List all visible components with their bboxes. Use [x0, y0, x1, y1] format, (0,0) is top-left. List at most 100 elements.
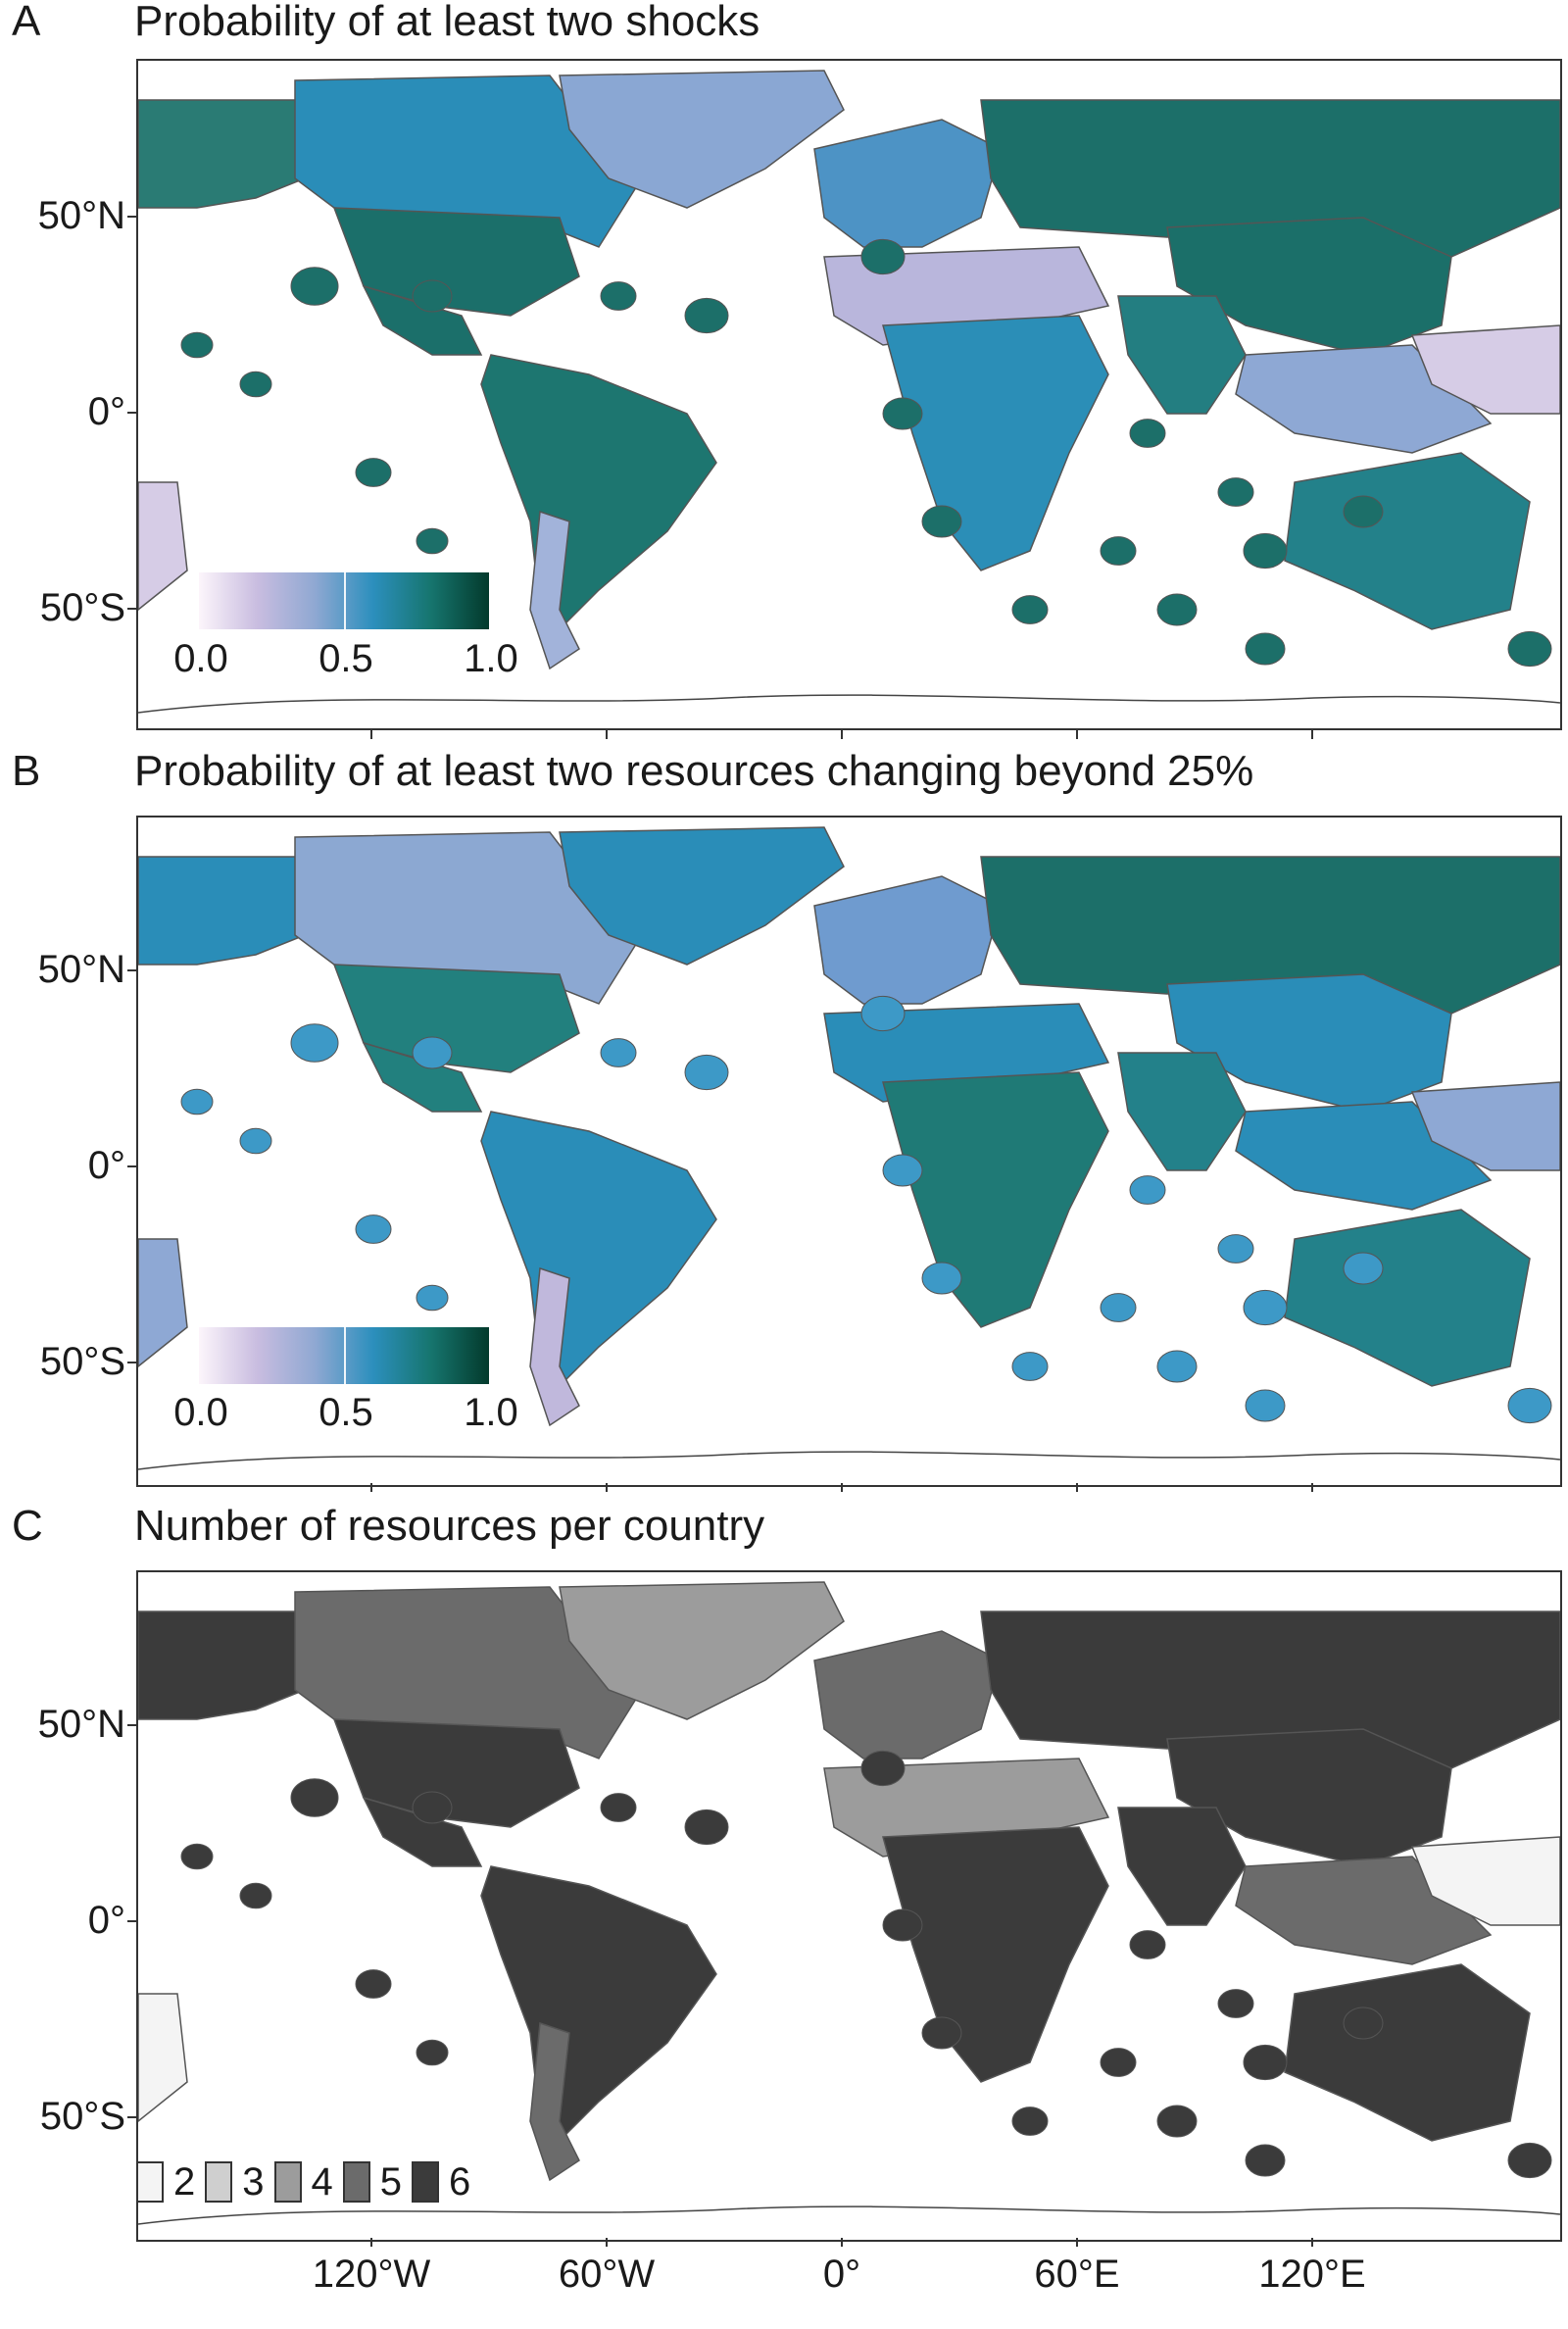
region-africa — [882, 315, 1109, 571]
island-eez — [1507, 2142, 1552, 2179]
region-pacific-light — [138, 481, 188, 611]
panel-letter: A — [12, 0, 41, 45]
axis-tick — [127, 216, 136, 218]
island-eez — [180, 1088, 214, 1115]
island-eez — [1100, 1293, 1137, 1322]
island-eez — [1243, 532, 1288, 570]
lon-label: 60°E — [1034, 2253, 1120, 2296]
island-eez — [1343, 495, 1384, 528]
island-eez — [1011, 595, 1049, 624]
island-eez — [882, 397, 923, 430]
axis-tick — [127, 1362, 136, 1363]
axis-tick — [127, 412, 136, 414]
island-eez — [600, 1793, 637, 1822]
region-south-america — [480, 1111, 717, 1388]
island-eez — [290, 1778, 339, 1817]
axis-tick — [370, 1483, 372, 1492]
island-eez — [1129, 419, 1166, 448]
island-eez — [882, 1908, 923, 1942]
region-europe — [813, 119, 1002, 248]
region-usa — [362, 1796, 483, 1867]
lat-label: 50°N — [37, 948, 125, 991]
island-eez — [1217, 1234, 1254, 1264]
region-africa — [882, 1071, 1109, 1328]
axis-tick — [606, 2238, 608, 2247]
region-patagonia — [529, 1266, 580, 1427]
island-eez — [860, 995, 906, 1032]
lat-label: 50°N — [37, 194, 125, 237]
region-china — [1166, 973, 1452, 1113]
axis-tick — [127, 2116, 136, 2118]
region-alaska — [138, 856, 306, 966]
colorbar — [199, 1327, 489, 1384]
colorbar — [199, 572, 489, 629]
legend-swatch — [205, 2161, 233, 2203]
axis-tick — [127, 1920, 136, 1922]
axis-tick — [1311, 2238, 1313, 2247]
lon-label: 120°E — [1258, 2253, 1366, 2296]
antarctica-coastline — [138, 1451, 1560, 1470]
island-eez — [412, 1791, 453, 1824]
panel-letter: B — [12, 747, 41, 795]
island-eez — [860, 1750, 906, 1787]
axis-tick — [1076, 730, 1078, 739]
region-patagonia — [529, 2021, 580, 2182]
axis-tick — [841, 730, 843, 739]
legend-swatch — [273, 2161, 302, 2203]
legend-label: 0.0 — [173, 637, 228, 680]
island-eez — [355, 1969, 392, 1999]
lat-label: 0° — [87, 390, 125, 433]
legend-label: 0.5 — [318, 1391, 373, 1434]
island-eez — [239, 1882, 272, 1909]
region-india — [1117, 1807, 1247, 1926]
axis-tick — [606, 1483, 608, 1492]
world-map — [138, 1581, 1560, 2225]
legend-swatch — [136, 2161, 164, 2203]
antarctica-coastline — [138, 2205, 1560, 2225]
axis-tick — [127, 608, 136, 610]
island-eez — [921, 505, 962, 538]
island-eez — [684, 1054, 729, 1091]
island-eez — [239, 371, 272, 398]
island-eez — [239, 1127, 272, 1155]
legend-label: 0.5 — [318, 637, 373, 680]
island-eez — [412, 279, 453, 313]
island-eez — [1343, 2007, 1384, 2040]
lon-label: 120°W — [312, 2253, 431, 2296]
region-greenland — [559, 826, 845, 966]
region-usa — [362, 284, 483, 356]
island-eez — [921, 1262, 962, 1295]
axis-tick — [370, 730, 372, 739]
island-eez — [1507, 630, 1552, 668]
axis-tick — [606, 730, 608, 739]
axis-tick — [841, 2238, 843, 2247]
island-eez — [290, 1023, 339, 1063]
region-australia — [1284, 1963, 1531, 2142]
legend-label: 5 — [379, 2160, 402, 2204]
region-greenland — [559, 1581, 845, 1720]
island-eez — [1343, 1252, 1384, 1285]
axis-tick — [127, 1724, 136, 1726]
axis-tick — [127, 969, 136, 971]
region-usa — [362, 1041, 483, 1113]
island-eez — [412, 1036, 453, 1069]
region-india — [1117, 295, 1247, 415]
island-eez — [882, 1154, 923, 1187]
lat-label: 50°S — [39, 586, 125, 629]
region-south-america — [480, 1865, 717, 2143]
region-patagonia — [529, 510, 580, 670]
region-pacific-light — [1410, 1836, 1560, 1926]
axis-tick — [1311, 730, 1313, 739]
region-china — [1166, 217, 1452, 356]
island-eez — [1156, 1350, 1198, 1383]
island-eez — [1217, 477, 1254, 507]
lat-label: 50°N — [37, 1703, 125, 1746]
region-pacific-light — [138, 1238, 188, 1367]
legend-label: 1.0 — [464, 1391, 518, 1434]
lat-label: 0° — [87, 1899, 125, 1942]
region-pacific-light — [1410, 1081, 1560, 1171]
region-europe — [813, 1630, 1002, 1759]
panel-title: Number of resources per country — [134, 1502, 765, 1550]
island-eez — [600, 1038, 637, 1067]
island-eez — [600, 281, 637, 311]
